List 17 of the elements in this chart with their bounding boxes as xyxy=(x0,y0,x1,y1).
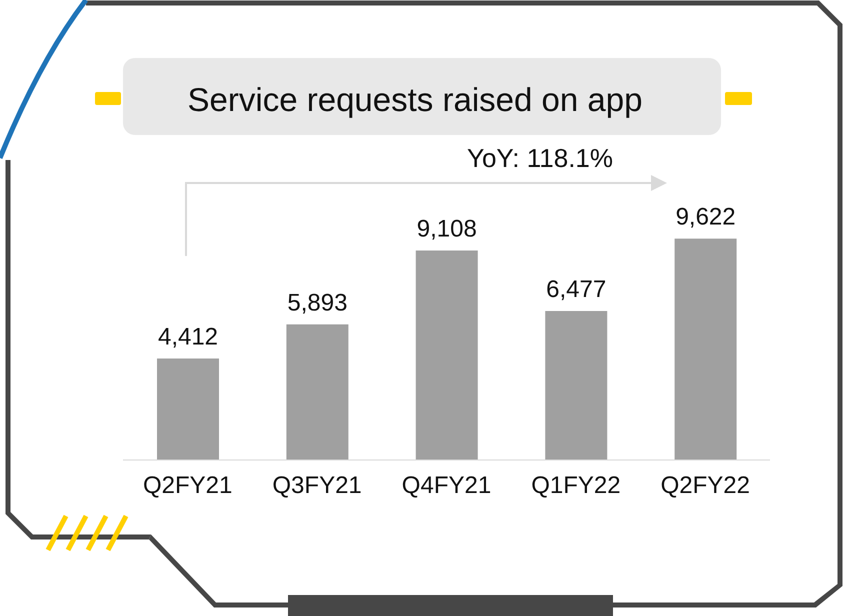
x-tick-label: Q2FY21 xyxy=(143,472,232,500)
data-label: 9,108 xyxy=(416,215,477,242)
bar xyxy=(545,310,608,460)
x-tick-label: Q2FY22 xyxy=(660,472,750,500)
bar xyxy=(674,238,737,460)
bar xyxy=(286,324,348,460)
x-tick-label: Q3FY21 xyxy=(272,472,362,500)
bar xyxy=(416,250,478,460)
bar xyxy=(157,358,219,460)
data-label: 4,412 xyxy=(158,323,218,350)
x-tick-label: Q4FY21 xyxy=(402,472,492,500)
text: YoY: 118.1% xyxy=(466,143,614,173)
data-label: 6,477 xyxy=(546,276,606,303)
x-tick-label: Q1FY22 xyxy=(531,472,621,500)
chart-title: Service requests raised on app xyxy=(188,81,642,118)
data-label: 9,622 xyxy=(676,204,736,231)
data-label: 5,893 xyxy=(287,289,348,316)
